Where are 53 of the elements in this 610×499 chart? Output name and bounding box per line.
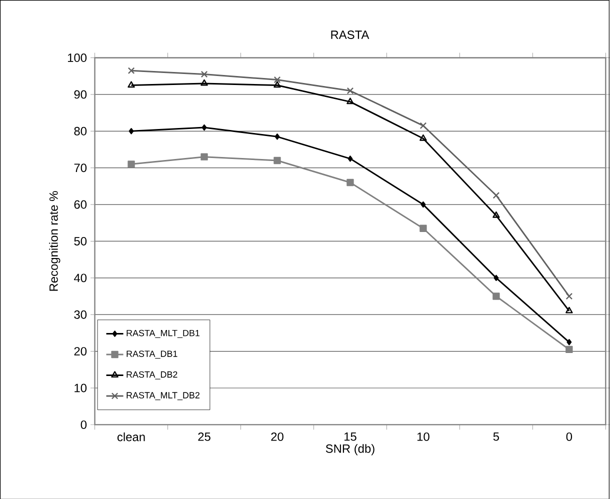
chart-title: RASTA <box>331 30 370 39</box>
y-tick-label: 100 <box>68 53 87 62</box>
legend-label: RASTA_MLT_DB1 <box>126 330 200 338</box>
x-tick-label: 25 <box>198 432 210 441</box>
y-tick-label: 50 <box>74 236 87 246</box>
point <box>128 80 135 88</box>
point <box>348 155 353 162</box>
x-tick-label: 10 <box>417 432 430 441</box>
point <box>494 274 499 281</box>
x-axis-title: SNR (db) <box>326 444 374 455</box>
x-tick-label: 5 <box>493 432 499 441</box>
point <box>420 122 427 129</box>
y-tick-label: 20 <box>74 346 87 356</box>
point <box>346 97 354 104</box>
point <box>202 124 207 130</box>
legend-label: RASTA_DB1 <box>126 350 178 358</box>
point <box>128 160 135 168</box>
point <box>566 338 572 345</box>
y-tick-label: 30 <box>74 310 87 319</box>
x-tick-label: 0 <box>566 432 572 441</box>
y-tick-label: 80 <box>74 126 87 136</box>
point <box>200 153 208 160</box>
legend-label: RASTA_DB2 <box>126 371 178 380</box>
point <box>274 76 281 83</box>
point <box>492 211 500 218</box>
point <box>200 70 208 78</box>
point <box>274 133 280 140</box>
x-tick-label: 15 <box>344 432 356 441</box>
point <box>566 292 573 300</box>
point <box>566 306 573 314</box>
point <box>274 156 281 164</box>
point <box>128 66 135 74</box>
x-tick-label: clean <box>117 432 145 441</box>
point <box>492 292 500 300</box>
point <box>200 79 208 86</box>
y-tick-label: 70 <box>74 163 87 172</box>
y-tick-label: 10 <box>74 384 87 392</box>
y-tick-label: 40 <box>74 273 87 282</box>
y-tick-label: 0 <box>80 420 87 429</box>
point <box>566 346 573 353</box>
y-tick-label: 90 <box>74 90 87 98</box>
x-tick-label: 20 <box>271 432 284 441</box>
point <box>346 178 354 186</box>
point <box>420 224 427 232</box>
point <box>420 201 426 208</box>
point <box>492 192 500 199</box>
point <box>128 128 134 134</box>
legend-label: RASTA_MLT_DB2 <box>126 392 200 400</box>
y-axis-title: Recognition rate % <box>49 190 60 291</box>
point <box>346 87 354 94</box>
y-tick-label: 60 <box>74 200 87 209</box>
point <box>420 134 427 141</box>
point <box>274 80 281 88</box>
